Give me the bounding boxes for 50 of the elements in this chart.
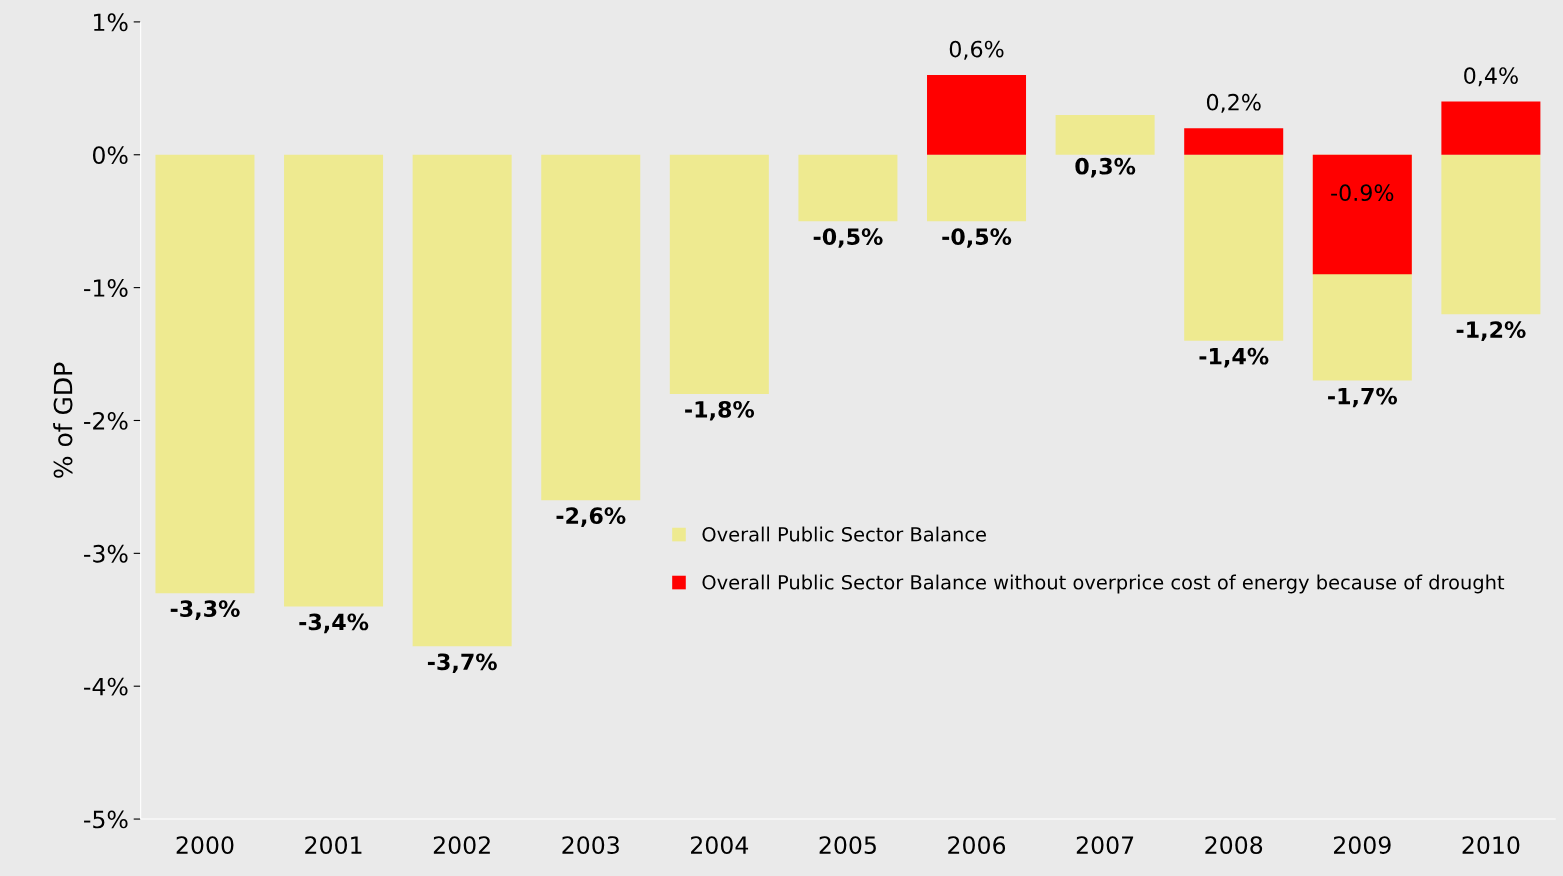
data-label: -0,5% — [813, 228, 883, 248]
y-tick-label: -3% — [84, 544, 128, 563]
data-label: -3,7% — [427, 653, 497, 674]
bar — [412, 154, 512, 647]
x-tick-label: 2003 — [562, 836, 619, 854]
legend-label: Overall Public Sector Balance — [702, 526, 986, 542]
bar — [1184, 128, 1284, 155]
data-label: -3,3% — [170, 600, 240, 620]
x-tick-label: 2006 — [948, 836, 1006, 854]
data-label: -1,7% — [1328, 387, 1398, 408]
data-label: -0,5% — [942, 228, 1012, 248]
bar — [798, 154, 898, 222]
data-label: 0,2% — [1206, 93, 1261, 113]
x-tick-label: 2002 — [433, 836, 490, 854]
y-tick-label: -4% — [84, 677, 128, 696]
bar — [1184, 154, 1284, 341]
data-label: 0,6% — [949, 40, 1004, 60]
data-label: 0,3% — [1075, 157, 1136, 178]
bar — [927, 75, 1027, 155]
y-tick-label: 1% — [94, 13, 128, 32]
data-label: -0.9% — [1331, 184, 1394, 202]
bar — [1312, 154, 1412, 275]
legend-label: Overall Public Sector Balance without overprice cost of energy because of drought — [702, 574, 1505, 594]
x-tick-label: 2004 — [691, 836, 749, 854]
x-tick-label: 2008 — [1205, 836, 1263, 854]
y-tick-label: -1% — [84, 279, 128, 297]
data-label: -1,4% — [1199, 347, 1269, 368]
bar — [1441, 101, 1541, 155]
data-label: -1,8% — [685, 400, 755, 421]
y-axis-title: % of GDP — [53, 362, 73, 478]
bar — [669, 154, 769, 394]
bar — [541, 154, 641, 501]
y-tick-label: -5% — [84, 810, 128, 829]
bar — [927, 154, 1027, 222]
data-label: -2,6% — [556, 507, 626, 527]
bar — [1441, 154, 1541, 315]
y-tick-label: -2% — [84, 411, 128, 430]
bar — [155, 154, 255, 594]
x-tick-label: 2007 — [1076, 836, 1134, 854]
bar — [284, 154, 384, 607]
bar — [1055, 114, 1155, 155]
data-label: -1,2% — [1456, 321, 1526, 341]
y-tick-label: 0% — [92, 146, 128, 165]
x-tick-label: 2005 — [819, 836, 876, 854]
data-label: -3,4% — [299, 613, 369, 634]
data-label: 0,4% — [1464, 67, 1518, 87]
x-tick-label: 2009 — [1333, 836, 1391, 854]
x-tick-label: 2000 — [176, 836, 234, 854]
x-tick-label: 2001 — [305, 836, 362, 854]
x-tick-label: 2010 — [1462, 836, 1520, 854]
